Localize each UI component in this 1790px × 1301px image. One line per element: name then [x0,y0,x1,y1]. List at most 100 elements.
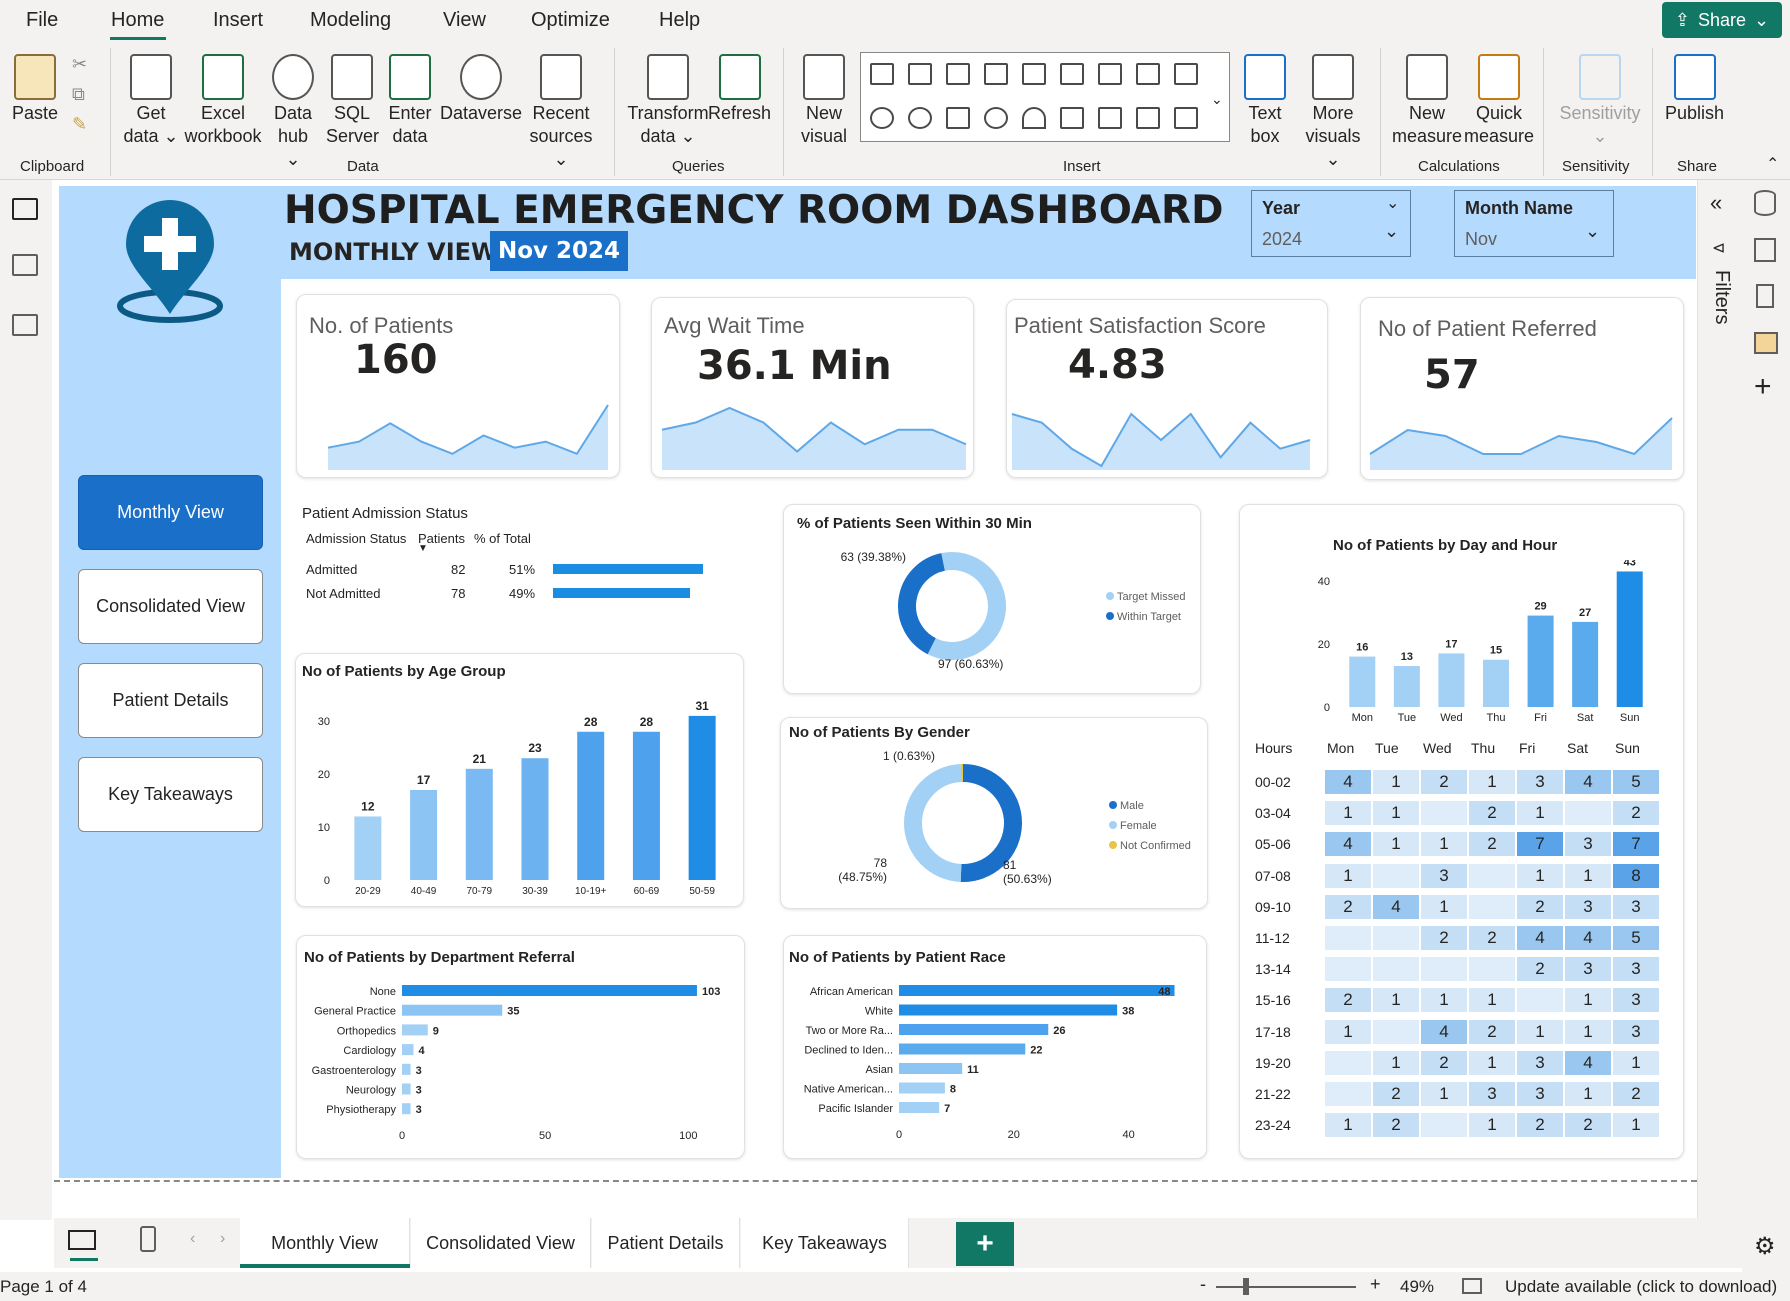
bar[interactable] [465,768,493,880]
enter-data-button[interactable]: Enter data [384,54,436,148]
nav-key-takeaways-button[interactable]: Key Takeaways [78,757,263,832]
sql-server-button[interactable]: SQL Server [326,54,379,148]
bar[interactable] [899,1043,1026,1055]
donut-chart-icon[interactable] [908,107,932,129]
bar[interactable] [899,1063,963,1074]
heatmap-cell[interactable]: 2 [1373,1082,1419,1106]
heatmap-cell[interactable]: 1 [1517,801,1563,826]
month-slicer[interactable]: Month Name Nov ⌄ [1454,190,1614,257]
heatmap-cell[interactable]: 1 [1469,988,1515,1013]
bar[interactable] [354,816,382,880]
heatmap-cell[interactable]: 1 [1469,770,1515,794]
admission-header-patients[interactable]: Patients [418,531,465,546]
menu-optimize[interactable]: Optimize [531,9,610,31]
more-visuals-button[interactable]: More visuals ⌄ [1298,54,1368,171]
heatmap-cell[interactable] [1469,894,1515,919]
menu-modeling[interactable]: Modeling [310,9,392,31]
report-view-icon[interactable] [12,198,38,220]
heatmap-cell[interactable]: 1 [1325,1019,1371,1044]
copy-icon[interactable]: ⧉ [72,84,85,104]
model-view-icon[interactable] [12,314,38,336]
publish-button[interactable]: Publish [1665,54,1724,125]
heatmap-cell[interactable]: 1 [1421,894,1467,919]
bar[interactable] [402,1024,428,1036]
heatmap-cell[interactable] [1373,1019,1419,1044]
year-slicer-value[interactable]: 2024 [1262,229,1303,249]
add-pane-icon[interactable]: + [1754,370,1772,403]
gauge-icon[interactable] [1022,107,1046,129]
heatmap-cell[interactable] [1469,863,1515,888]
legend-label[interactable]: Target Missed [1117,591,1185,603]
bar[interactable] [1349,656,1376,707]
treemap-icon[interactable] [946,107,970,129]
bar[interactable] [410,790,438,880]
month-slicer-value[interactable]: Nov [1465,229,1498,249]
bar[interactable] [899,1024,1049,1035]
heatmap-cell[interactable]: 3 [1565,894,1611,919]
data-hub-button[interactable]: Data hub ⌄ [268,54,318,171]
heatmap-cell[interactable]: 5 [1613,926,1659,950]
settings-gear-icon[interactable]: ⚙ [1754,1233,1776,1260]
donut-slice[interactable] [904,764,962,882]
filters-pane-collapsed[interactable]: « ⊲ Filters [1697,180,1742,1218]
legend-label[interactable]: Within Target [1117,611,1181,623]
heatmap-cell[interactable]: 1 [1325,1113,1371,1138]
add-page-button[interactable]: + [956,1222,1014,1266]
heatmap-cell[interactable]: 3 [1469,1082,1515,1106]
pie-chart-icon[interactable] [870,107,894,129]
new-measure-button[interactable]: New measure [1392,54,1462,148]
ribbon-chart-icon[interactable] [1174,63,1198,85]
heatmap-cell[interactable]: 1 [1469,1050,1515,1075]
format-visual-icon[interactable] [1754,238,1776,262]
selection-icon[interactable] [1754,332,1778,354]
heatmap-cell[interactable]: 2 [1421,926,1467,950]
heatmap-cell[interactable]: 4 [1517,926,1563,950]
heatmap-cell[interactable] [1421,957,1467,982]
paste-button[interactable]: Paste [12,54,58,125]
heatmap-cell[interactable]: 4 [1565,770,1611,794]
dataverse-button[interactable]: Dataverse [440,54,522,125]
mobile-layout-icon[interactable] [140,1226,156,1252]
heatmap-cell[interactable] [1373,957,1419,982]
bar[interactable] [1438,653,1465,707]
donut-slice[interactable] [927,552,1006,660]
heatmap-cell[interactable]: 2 [1565,1113,1611,1138]
menu-home[interactable]: Home [111,9,165,31]
heatmap-cell[interactable]: 2 [1325,988,1371,1013]
heatmap-cell[interactable]: 7 [1517,832,1563,857]
stacked-column-icon[interactable] [908,63,932,85]
chevron-down-icon[interactable]: ⌄ [1384,221,1400,241]
bar[interactable] [1393,666,1420,707]
heatmap-cell[interactable]: 4 [1325,770,1371,794]
sensitivity-button[interactable]: Sensitivity ⌄ [1556,54,1644,148]
heatmap-cell[interactable]: 2 [1517,894,1563,919]
cut-icon[interactable]: ✂ [72,54,88,74]
new-visual-button[interactable]: New visual [798,54,850,148]
desktop-layout-icon[interactable] [68,1230,96,1250]
nav-consolidated-view-button[interactable]: Consolidated View [78,569,263,644]
heatmap-cell[interactable] [1325,957,1371,982]
line-chart-icon[interactable] [1098,63,1122,85]
zoom-slider-thumb[interactable] [1243,1278,1249,1295]
heatmap-cell[interactable]: 8 [1613,863,1659,888]
bar[interactable] [1572,621,1599,707]
percent-column-icon[interactable] [1022,63,1046,85]
bar[interactable] [402,1063,411,1075]
chevron-down-icon[interactable]: ⌄ [1386,195,1400,212]
heatmap-cell[interactable]: 1 [1325,863,1371,888]
menu-view[interactable]: View [443,9,486,31]
tab-key-takeaways[interactable]: Key Takeaways [741,1218,909,1268]
heatmap-cell[interactable]: 3 [1421,863,1467,888]
heatmap-cell[interactable]: 1 [1325,801,1371,826]
heatmap-cell[interactable]: 2 [1421,1050,1467,1075]
heatmap-cell[interactable]: 3 [1565,832,1611,857]
filters-label[interactable]: Filters [1711,270,1733,325]
zoom-out-icon[interactable]: - [1200,1274,1206,1294]
heatmap-cell[interactable]: 1 [1421,1082,1467,1106]
clustered-column-icon[interactable] [984,63,1008,85]
fit-to-page-icon[interactable] [1462,1278,1482,1294]
heatmap-cell[interactable]: 2 [1469,801,1515,826]
bar[interactable] [1527,615,1554,707]
update-available-link[interactable]: Update available (click to download) [1505,1277,1778,1296]
bar[interactable] [402,1004,503,1016]
